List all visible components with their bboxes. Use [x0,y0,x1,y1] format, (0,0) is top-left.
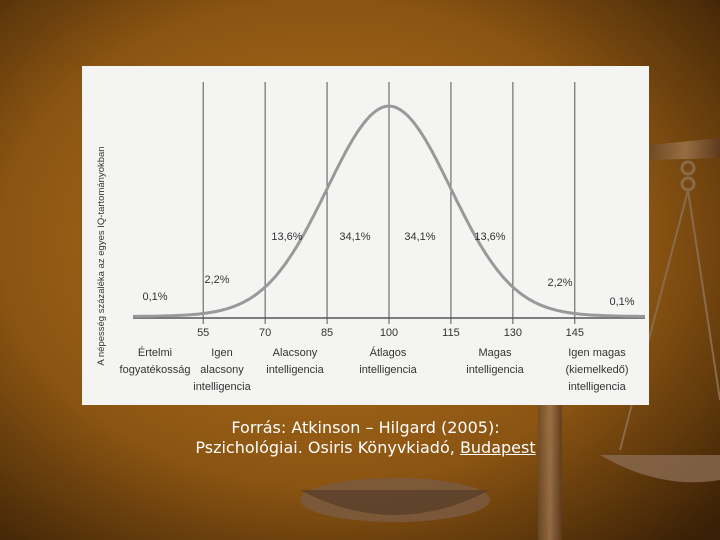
region-label: 34,1% [404,231,435,243]
x-tick-label: 85 [321,327,333,339]
band-label: (kiemelkedő) [566,364,629,376]
x-tick-label: 100 [380,327,398,339]
caption: Forrás: Atkinson – Hilgard (2005): Pszic… [82,418,649,458]
x-tick-label: 70 [259,327,271,339]
region-label: 0,1% [142,291,167,303]
band-label: intelligencia [568,381,626,393]
x-tick-label: 115 [442,327,460,339]
y-axis-label: A népesség százaléka az egyes IQ-tartomá… [96,146,107,365]
region-label: 2,2% [204,274,229,286]
chart: A népesség százaléka az egyes IQ-tartomá… [82,66,649,405]
band-label: intelligencia [359,364,417,376]
x-tick-label: 145 [566,327,584,339]
band-label: alacsony [200,364,244,376]
band-label: intelligencia [193,381,251,393]
region-label: 0,1% [609,296,634,308]
caption-text: Forrás: Atkinson – Hilgard (2005): [231,418,500,437]
band-label: fogyatékosság [120,364,191,376]
curve [133,104,645,318]
band-label: intelligencia [466,364,524,376]
region-label: 34,1% [339,231,370,243]
link[interactable]: Budapest [459,438,536,457]
band-label: Magas [478,347,512,359]
band-label: Értelmi [138,346,172,359]
band-label: intelligencia [266,364,324,376]
band-label: Igen magas [568,347,626,359]
region-label: 2,2% [547,277,572,289]
x-tick-label: 130 [504,327,522,339]
region-label: 13,6% [271,231,302,243]
region-label: 13,6% [474,231,505,243]
band-label: Átlagos [370,346,407,359]
band-label: Alacsony [273,347,318,359]
caption-text: Pszichológiai. Osiris Könyvkiadó, [195,438,455,457]
x-tick-label: 55 [197,327,209,339]
band-label: Igen [211,347,232,359]
